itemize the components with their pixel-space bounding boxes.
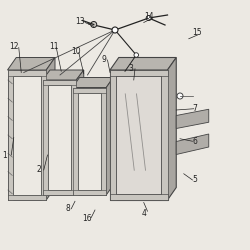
Polygon shape xyxy=(72,78,113,88)
Polygon shape xyxy=(8,194,46,200)
Circle shape xyxy=(146,16,151,20)
Polygon shape xyxy=(110,194,168,200)
Polygon shape xyxy=(78,92,101,190)
Polygon shape xyxy=(110,70,168,76)
Text: 10: 10 xyxy=(72,47,81,56)
Polygon shape xyxy=(72,88,106,195)
Text: 13: 13 xyxy=(75,17,85,26)
Circle shape xyxy=(134,53,138,57)
Polygon shape xyxy=(42,80,76,195)
Polygon shape xyxy=(116,76,161,194)
Polygon shape xyxy=(42,190,76,195)
Text: 8: 8 xyxy=(65,204,70,213)
Polygon shape xyxy=(116,76,161,194)
Polygon shape xyxy=(76,70,84,195)
Text: 5: 5 xyxy=(192,176,198,184)
Polygon shape xyxy=(72,88,78,195)
Circle shape xyxy=(177,93,183,99)
Polygon shape xyxy=(176,109,209,128)
Polygon shape xyxy=(8,70,46,75)
Polygon shape xyxy=(168,58,176,200)
Text: 15: 15 xyxy=(193,28,202,37)
Polygon shape xyxy=(46,58,55,200)
Polygon shape xyxy=(13,76,41,194)
Polygon shape xyxy=(110,70,116,200)
Polygon shape xyxy=(110,58,176,70)
Polygon shape xyxy=(71,80,76,195)
Circle shape xyxy=(91,22,97,28)
Text: 6: 6 xyxy=(192,137,198,146)
Polygon shape xyxy=(72,190,106,195)
Polygon shape xyxy=(42,70,84,80)
Polygon shape xyxy=(48,85,71,190)
Polygon shape xyxy=(42,80,76,85)
Text: 14: 14 xyxy=(144,12,154,21)
Text: 1: 1 xyxy=(2,150,7,160)
Text: 12: 12 xyxy=(9,42,18,51)
Polygon shape xyxy=(101,88,106,195)
Text: 2: 2 xyxy=(36,166,41,174)
Text: 9: 9 xyxy=(101,56,106,64)
Text: 16: 16 xyxy=(83,214,92,223)
Text: 7: 7 xyxy=(192,104,198,113)
Polygon shape xyxy=(72,88,106,92)
Polygon shape xyxy=(110,70,168,200)
Polygon shape xyxy=(41,70,46,200)
Text: 11: 11 xyxy=(49,42,58,51)
Polygon shape xyxy=(161,70,168,200)
Polygon shape xyxy=(8,70,46,200)
Polygon shape xyxy=(8,70,13,200)
Text: 3: 3 xyxy=(129,64,134,73)
Polygon shape xyxy=(176,134,209,154)
Polygon shape xyxy=(106,78,113,195)
Polygon shape xyxy=(42,80,48,195)
Polygon shape xyxy=(8,58,55,70)
Text: 4: 4 xyxy=(141,209,146,218)
Circle shape xyxy=(112,27,118,33)
